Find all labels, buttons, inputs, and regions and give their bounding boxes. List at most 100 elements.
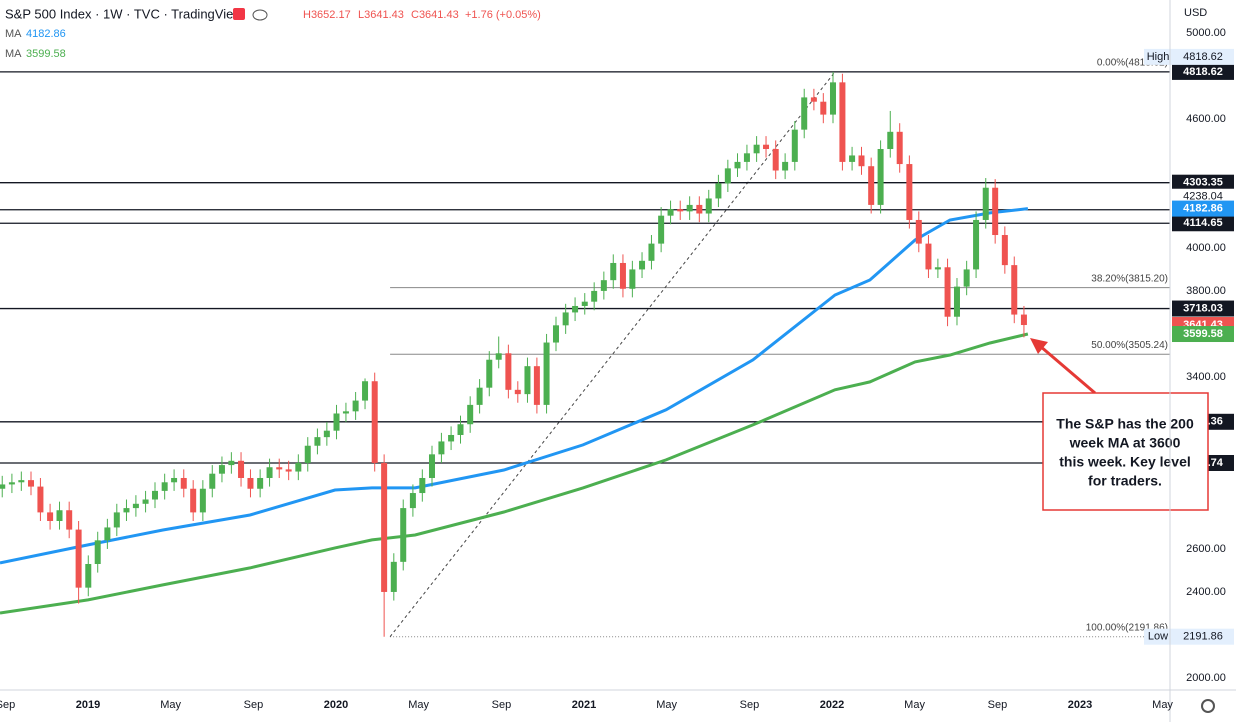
candle-body [151, 490, 158, 500]
candle-body [677, 209, 684, 212]
candle-body [390, 561, 397, 592]
fib-label: 50.00%(3505.24) [1091, 340, 1168, 351]
y-tick-label: 3400.00 [1186, 371, 1226, 383]
candle-body [94, 540, 101, 564]
candle-body [323, 430, 330, 438]
x-tick-label: 2019 [76, 699, 100, 711]
arrow-shaft [1039, 344, 1096, 395]
extreme-tag: High [1147, 51, 1170, 63]
candle-body [209, 473, 216, 489]
plot-area: 0.00%(4818.62) 38.20%(3815.20) 50.00%(3505… [0, 58, 1170, 638]
fib-label: 0.00%(4818.62) [1097, 58, 1168, 69]
moving-average [0, 207, 1029, 565]
price-tag-label: 4238.04 [1183, 191, 1223, 203]
x-tick-label: Sep [492, 699, 512, 711]
currency[interactable]: USD [1184, 7, 1207, 19]
candle-body [371, 381, 378, 463]
candle-body [409, 493, 416, 509]
y-tick-label: 5000.00 [1186, 27, 1226, 39]
x-tick-label: May [656, 699, 677, 711]
extreme-tag-bg [1144, 628, 1172, 645]
level-label: 4303.35 [1183, 177, 1223, 189]
x-tick-label: May [1152, 699, 1173, 711]
candle-body [552, 325, 559, 343]
y-tick-label: 4600.00 [1186, 113, 1226, 125]
candle-body [66, 510, 73, 530]
candle-body [362, 381, 369, 401]
x-tick-label: 2020 [324, 699, 348, 711]
x-tick-label: Sep [244, 699, 264, 711]
candle-body [629, 269, 636, 289]
candle-body [266, 467, 273, 478]
y-tick-label: 4000.00 [1186, 242, 1226, 254]
candle-body [743, 153, 750, 162]
candle-body [934, 267, 941, 270]
legend-value: 4182.86 [26, 28, 66, 40]
extreme-value-bg [1172, 48, 1234, 65]
candle-body [247, 477, 254, 489]
annotation-text: this week. Key level [1059, 454, 1191, 470]
ohlc-value: C3641.43 [411, 9, 459, 21]
candle-body [839, 82, 846, 162]
candle-body [285, 469, 292, 472]
candle-body [925, 243, 932, 270]
annotation-box [1042, 392, 1209, 511]
candle-body [763, 144, 770, 150]
candle-body [906, 164, 913, 220]
candle-body [218, 465, 225, 474]
candle-body [486, 359, 493, 388]
level-label: 4114.65 [1183, 217, 1222, 229]
candle-body [724, 168, 731, 184]
candle-body [543, 342, 550, 405]
candle-body [495, 353, 502, 360]
x-tick-label: 2022 [820, 699, 844, 711]
settings-icon[interactable] [1201, 699, 1215, 713]
candle-body [276, 467, 283, 470]
candle-body [27, 480, 34, 487]
candle-body [753, 144, 760, 154]
candle-body [85, 563, 92, 588]
candle-body [400, 508, 407, 562]
candle-body [467, 404, 474, 425]
candle-body [18, 480, 25, 483]
candle-body [915, 219, 922, 244]
candle-body [47, 512, 54, 521]
price-tag-label: 4182.86 [1183, 203, 1223, 215]
candle-body [524, 366, 531, 395]
candle-body [648, 243, 655, 261]
candle-body [56, 510, 63, 521]
x-tick-label: Sep [988, 699, 1008, 711]
candle-body [782, 161, 789, 171]
candle-body [639, 260, 646, 270]
candle-body [123, 508, 130, 513]
candle-body [868, 166, 875, 205]
candle-body [505, 353, 512, 390]
candle-body [514, 389, 521, 395]
x-tick-label: May [904, 699, 925, 711]
candle-body [992, 187, 999, 236]
fib-label: 38.20%(3815.20) [1091, 273, 1168, 284]
extreme-value: 2191.86 [1183, 631, 1223, 643]
candle-body [801, 97, 808, 130]
eye-icon[interactable] [252, 9, 268, 21]
candle-body [419, 477, 426, 494]
candle-body [705, 198, 712, 214]
level-label: 4818.62 [1183, 66, 1223, 78]
legend-name: MA [5, 28, 22, 40]
candle-body [132, 503, 139, 509]
candle-body [896, 131, 903, 165]
flag-icon[interactable] [233, 8, 245, 20]
x-tick-label: May [408, 699, 429, 711]
candle-body [810, 97, 817, 102]
candle-body [476, 387, 483, 405]
x-tick-label: May [160, 699, 181, 711]
candle-body [581, 301, 588, 306]
legend-name: MA [5, 48, 22, 60]
candle-body [734, 161, 741, 169]
candle-body [142, 499, 149, 504]
y-tick-label: 2000.00 [1186, 672, 1226, 684]
candle-body [982, 187, 989, 220]
price-tag [1172, 200, 1234, 217]
annotation-text: week MA at 3600 [1069, 435, 1181, 451]
